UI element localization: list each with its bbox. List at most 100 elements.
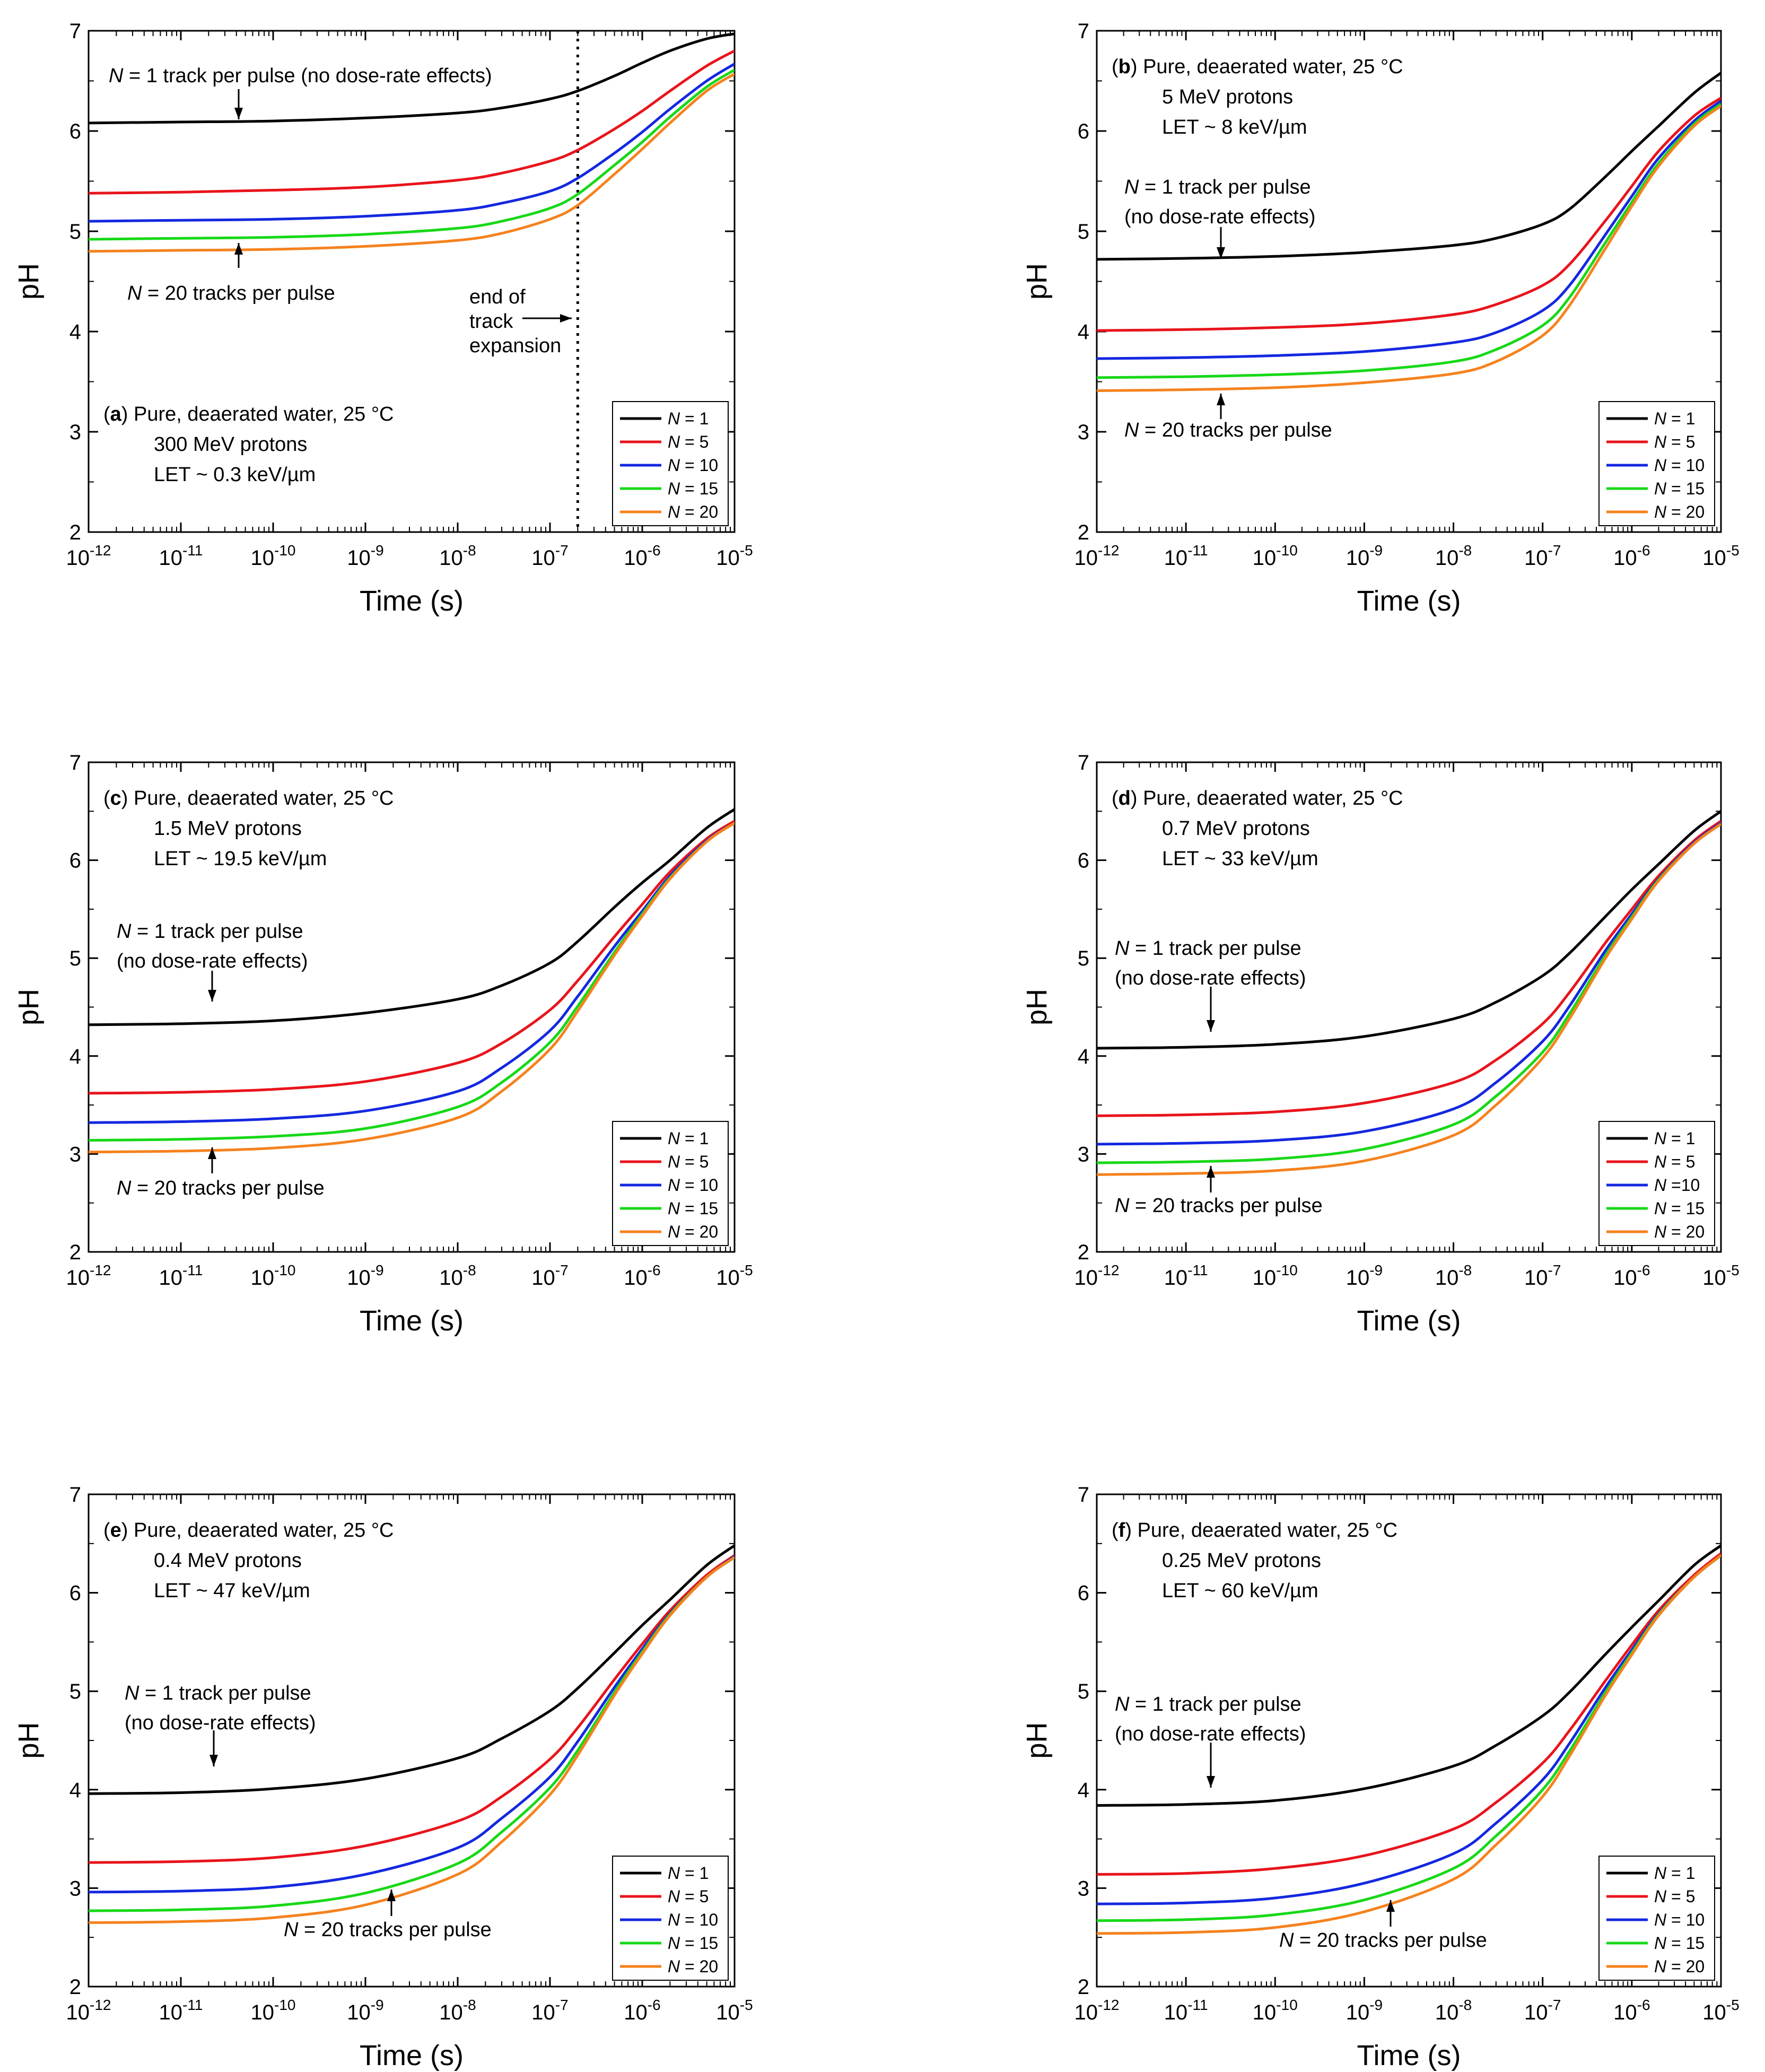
panel-a-xlabel: Time (s)	[360, 585, 464, 617]
panel-e-annotation-1-line-2: (no dose-rate effects)	[125, 1712, 316, 1734]
panel-b-xtick-label: 10-9	[1346, 542, 1383, 570]
panel-a-annotation-3-arrow-head	[560, 314, 572, 323]
panel-c-legend-label: N = 5	[668, 1152, 709, 1171]
panel-c-annotation-2-line-1: N = 20 tracks per pulse	[117, 1177, 325, 1199]
panel-c: 2 3 4 5 6 7 10-12 10-11 10-10 10-9 10-8 10-7 10-6 10-…	[13, 751, 753, 1337]
panel-e-ytick-label: 4	[69, 1779, 81, 1802]
panel-e-ylabel: pH	[13, 1722, 45, 1758]
panel-e-ytick-label: 3	[69, 1877, 81, 1900]
panel-a-legend-label: N = 15	[668, 479, 718, 498]
panel-c-annotation-1-arrow-head	[208, 990, 216, 1002]
panel-d-series-group	[1097, 810, 1721, 1176]
panel-e-legend-label: N = 15	[668, 1934, 718, 1953]
panel-f-title-line-2: 0.25 MeV protons	[1162, 1549, 1321, 1572]
panel-c-title-line-2: 1.5 MeV protons	[154, 817, 302, 840]
panel-d-title-line-2: 0.7 MeV protons	[1162, 817, 1310, 840]
panel-d-xtick-label: 10-9	[1346, 1262, 1383, 1290]
panel-f-legend-label: N = 15	[1654, 1934, 1705, 1953]
panel-a-xtick-label: 10-7	[531, 542, 568, 570]
panel-c-ytick-label: 5	[69, 947, 81, 970]
panel-d-legend: N = 1 N = 5 N =10 N = 15 N = 20	[1598, 1121, 1715, 1246]
panel-b-xtick-label: 10-10	[1253, 542, 1298, 570]
panel-c-xtick-label: 10-6	[624, 1262, 660, 1290]
panel-c-legend-box	[612, 1121, 729, 1246]
panel-f-xtick-label: 10-12	[1074, 1997, 1120, 2024]
panel-b-annotation-1-arrow-head	[1217, 247, 1225, 259]
panel-b: 2 3 4 5 6 7 10-12 10-11 10-10 10-9 10-8 10-7 10-6 10-…	[1021, 20, 1740, 617]
panel-d-xtick-label: 10-6	[1613, 1262, 1650, 1290]
panel-b-legend-label: N = 20	[1654, 502, 1705, 521]
panel-e-annotation-1-line-1: N = 1 track per pulse	[125, 1682, 311, 1704]
panel-e: 2 3 4 5 6 7 10-12 10-11 10-10 10-9 10-8 10-7 10-6 10-…	[13, 1483, 753, 2071]
panel-c-ytick-label: 4	[69, 1045, 81, 1068]
panel-d-xtick-label: 10-7	[1524, 1262, 1561, 1290]
panel-f-xtick-label: 10-10	[1253, 1997, 1298, 2024]
panel-a-legend-label: N = 20	[668, 502, 718, 521]
panel-b-ytick-label: 7	[1078, 20, 1089, 43]
panel-f-ylabel: pH	[1021, 1722, 1053, 1758]
panel-f-xtick-label: 10-5	[1702, 1997, 1739, 2024]
panel-c-series-n10	[89, 822, 735, 1124]
panel-b-ylabel: pH	[1021, 263, 1053, 300]
panel-a-title-line-1: (a) Pure, deaerated water, 25 °C	[103, 403, 394, 425]
panel-a-legend-label: N = 10	[668, 456, 718, 475]
panel-d-annotation-1-arrow-head	[1207, 1020, 1215, 1032]
panel-d-annotation-2-arrow-head	[1207, 1166, 1215, 1178]
panel-f-annotation-2-arrow-head	[1386, 1900, 1395, 1912]
panel-f-annotation-1-line-2: (no dose-rate effects)	[1115, 1723, 1306, 1745]
panel-d-legend-label: N =10	[1654, 1176, 1700, 1195]
panel-a-annotation-2-line-1: N = 20 tracks per pulse	[127, 282, 335, 304]
panel-d-ytick-label: 7	[1078, 751, 1089, 774]
panel-c-annotation-1-line-2: (no dose-rate effects)	[117, 950, 308, 972]
panel-a-ytick-label: 3	[69, 421, 81, 444]
panel-b-annotation-2-arrow-head	[1217, 394, 1225, 405]
panel-b-ytick-label: 4	[1078, 320, 1089, 344]
panel-d-legend-label: N = 20	[1654, 1222, 1705, 1241]
panel-f-annotation-1-arrow-head	[1207, 1776, 1215, 1788]
panel-c-ytick-label: 6	[69, 849, 81, 873]
panel-d-ytick-label: 3	[1078, 1143, 1089, 1166]
panel-f-ytick-label: 3	[1078, 1877, 1089, 1900]
panel-b-legend-box	[1598, 401, 1715, 526]
panel-d-legend-label: N = 5	[1654, 1152, 1695, 1171]
panel-b-xtick-label: 10-12	[1074, 542, 1120, 570]
panel-a-legend: N = 1 N = 5 N = 10 N = 15 N = 20	[612, 401, 729, 526]
panel-a-annotation-1-line-1: N = 1 track per pulse (no dose-rate effe…	[109, 65, 492, 87]
panel-e-xtick-label: 10-10	[251, 1997, 296, 2024]
panel-a-series-n15	[89, 68, 735, 241]
panel-c-xtick-label: 10-9	[347, 1262, 383, 1290]
panel-f-xtick-label: 10-8	[1435, 1997, 1472, 2024]
panel-e-xtick-label: 10-8	[439, 1997, 476, 2024]
panel-b-legend-label: N = 5	[1654, 432, 1695, 451]
panel-d-ytick-label: 2	[1078, 1241, 1089, 1264]
panel-e-title-line-2: 0.4 MeV protons	[154, 1549, 302, 1572]
panel-c-xtick-label: 10-11	[159, 1262, 203, 1290]
panel-b-ytick-label: 3	[1078, 421, 1089, 444]
panel-b-legend: N = 1 N = 5 N = 10 N = 15 N = 20	[1598, 401, 1715, 526]
panel-a-ytick-label: 5	[69, 220, 81, 243]
panel-f-xtick-label: 10-6	[1613, 1997, 1650, 2024]
panel-e-xtick-label: 10-12	[66, 1997, 111, 2024]
panel-f-series-n20	[1097, 1554, 1721, 1935]
panel-e-annotation-2-arrow-head	[387, 1890, 396, 1901]
panel-c-series-group	[89, 808, 735, 1154]
panel-b-xtick-label: 10-7	[1524, 542, 1561, 570]
panel-a: 2 3 4 5 6 7 10-12 10-11 10-10 10-9 10-8 10-7 10-6 10-…	[13, 20, 753, 617]
panel-b-xtick-label: 10-11	[1164, 542, 1208, 570]
panel-d-title-line-3: LET ~ 33 keV/µm	[1162, 848, 1318, 870]
panel-c-xtick-label: 10-10	[251, 1262, 296, 1290]
panel-d-annotation-2-line-1: N = 20 tracks per pulse	[1115, 1195, 1323, 1217]
panel-f-series-n1	[1097, 1544, 1721, 1807]
panel-c-series-n1	[89, 808, 735, 1026]
panel-d-xtick-label: 10-8	[1435, 1262, 1472, 1290]
panel-a-annotation-3-line-2: track	[469, 310, 513, 333]
panel-b-annotation-2-line-1: N = 20 tracks per pulse	[1124, 419, 1332, 441]
panel-a-xtick-label: 10-9	[347, 542, 383, 570]
panel-e-xtick-label: 10-6	[624, 1997, 660, 2024]
panel-f-legend-label: N = 1	[1654, 1864, 1695, 1883]
panel-c-ytick-label: 2	[69, 1241, 81, 1264]
panel-c-ytick-label: 7	[69, 751, 81, 774]
panel-e-ytick-label: 6	[69, 1582, 81, 1605]
panel-d-xtick-label: 10-10	[1253, 1262, 1298, 1290]
panel-d-ylabel: pH	[1021, 989, 1053, 1025]
